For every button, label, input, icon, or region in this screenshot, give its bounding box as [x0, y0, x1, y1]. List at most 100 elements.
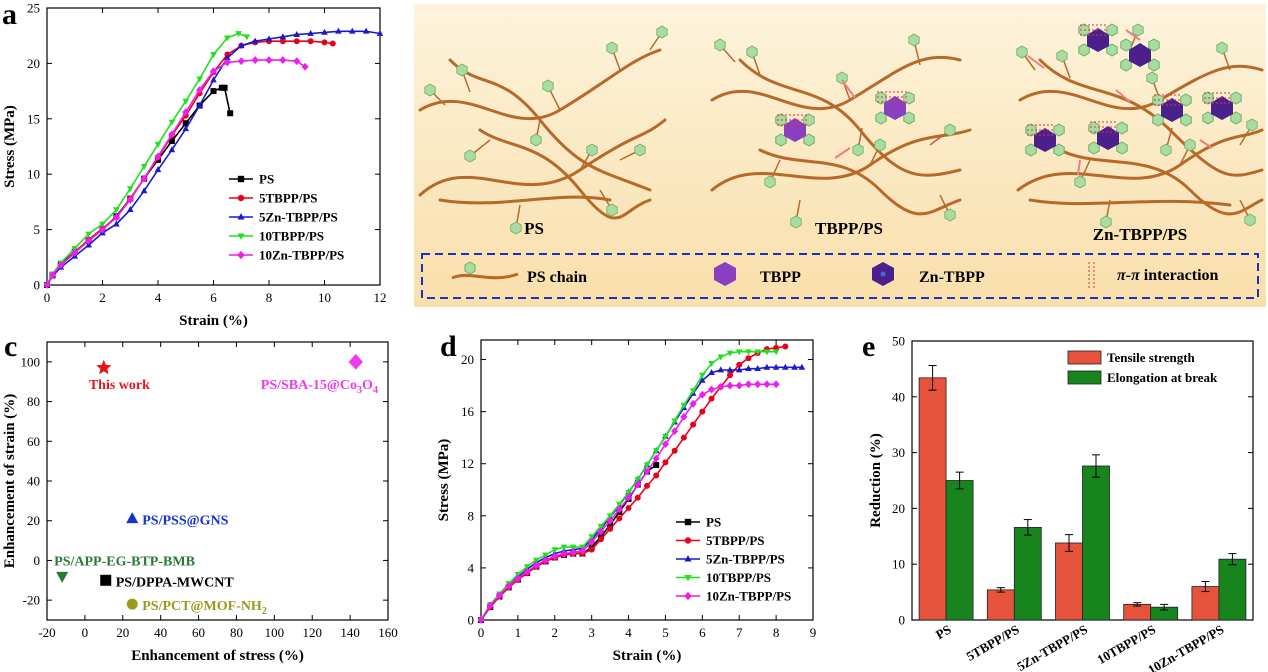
legend-phenyl-icon — [464, 261, 476, 275]
c-x-tick-label: 80 — [230, 625, 243, 640]
d-point-10zn-tbpp-ps — [744, 380, 753, 389]
pendant-phenyl-icon — [874, 138, 886, 152]
a-point-10tbpp-ps — [210, 52, 217, 59]
pendant-phenyl-icon — [1216, 41, 1228, 55]
d-point-5zn-tbpp-ps — [745, 365, 752, 372]
d-point-5zn-tbpp-ps — [726, 366, 734, 373]
legend-tbpp-label: TBPP — [760, 269, 801, 286]
e-bar-elongation-at-break-5tbpp-ps — [1013, 526, 1042, 621]
pendant-phenyl-icon — [456, 63, 468, 77]
a-point-10tbpp-ps — [182, 98, 190, 105]
e-y-tick-label: 40 — [892, 389, 905, 404]
d-point-5zn-tbpp-ps — [708, 368, 715, 375]
d-legend-text-5zn-tbpp-ps: 5Zn-TBPP/PS — [706, 552, 785, 567]
a-point-5zn-tbpp-ps — [307, 29, 314, 36]
a-point-10zn-tbpp-ps — [237, 57, 245, 66]
a-point-ps — [227, 110, 234, 117]
polymer-chain — [418, 48, 662, 121]
polymer-chain — [1028, 198, 1232, 207]
d-point-10zn-tbpp-ps — [569, 548, 577, 557]
d-point-5zn-tbpp-ps — [798, 363, 806, 370]
d-x-tick-label: 9 — [810, 625, 817, 640]
d-point-5tbpp-ps — [699, 408, 706, 415]
a-point-5zn-tbpp-ps — [140, 187, 148, 194]
panel-letter-e: e — [862, 330, 875, 363]
a-point-5zn-tbpp-ps — [362, 27, 370, 34]
migration-arrow — [1199, 139, 1213, 149]
d-point-10zn-tbpp-ps — [551, 552, 559, 561]
pendant-phenyl-icon — [1056, 49, 1068, 63]
a-point-5tbpp-ps — [307, 38, 314, 45]
a-point-5zn-tbpp-ps — [168, 146, 176, 153]
a-point-5zn-tbpp-ps — [182, 125, 190, 132]
migration-arrow — [834, 147, 851, 159]
schematic-label-ps: PS — [524, 219, 544, 238]
a-point-5zn-tbpp-ps — [210, 76, 217, 83]
a-legend-text-10zn-tbpp-ps: 10Zn-TBPP/PS — [259, 248, 344, 263]
d-line-ps — [480, 464, 657, 621]
pendant-phenyl-icon — [424, 83, 436, 97]
porphyrin-core-icon — [1161, 98, 1183, 122]
pendant-phenyl-icon — [1160, 143, 1172, 157]
d-point-5zn-tbpp-ps — [791, 363, 798, 370]
d-point-10zn-tbpp-ps — [597, 527, 605, 536]
panel-a-frame — [46, 7, 381, 286]
d-x-tick-label: 2 — [552, 625, 559, 640]
d-x-tick-label: 7 — [736, 625, 743, 640]
d-point-5tbpp-ps — [625, 505, 632, 511]
a-point-10zn-tbpp-ps — [168, 130, 176, 139]
a-x-tick-label: 12 — [374, 290, 387, 305]
d-point-5tbpp-ps — [708, 395, 715, 402]
pendant-phenyl-icon — [1246, 118, 1258, 132]
e-x-tick-label-ps: PS — [933, 622, 954, 643]
porphyrin-core-icon — [784, 118, 806, 142]
e-legend-swatch-tensile-strength — [1067, 350, 1102, 365]
d-point-10zn-tbpp-ps — [477, 616, 485, 624]
a-point-ps — [168, 137, 175, 144]
d-x-tick-label: 3 — [588, 625, 595, 640]
panel-e-chart: 0 10 20 30 40 50 Reduction (%) PS 5TBPP/PS5Zn-TB… — [868, 334, 1254, 672]
d-point-10tbpp-ps — [616, 501, 623, 508]
a-point-10zn-tbpp-ps — [71, 248, 79, 257]
d-x-tick-label: 6 — [699, 625, 706, 640]
d-y-tick-label: 16 — [461, 404, 475, 419]
a-x-axis-label: Strain (%) — [179, 313, 248, 329]
c-x-tick-label: 100 — [265, 625, 285, 640]
d-point-10tbpp-ps — [560, 544, 568, 551]
porphyrin-phenyl-icon — [1088, 121, 1100, 135]
schematic-label-tbpp-ps: TBPP/PS — [815, 219, 883, 238]
d-point-5tbpp-ps — [736, 361, 743, 368]
d-point-5zn-tbpp-ps — [699, 376, 706, 383]
a-x-tick-label: 4 — [155, 290, 162, 305]
pendant-phenyl-icon — [746, 45, 758, 59]
a-point-5zn-tbpp-ps — [237, 42, 245, 49]
porphyrin-phenyl-icon — [1230, 91, 1242, 105]
migration-arrow — [1077, 159, 1081, 176]
panel-a-chart: 0 2 4 6 8 10 12 0 5 10 15 20 25 Strain (%) Stress (MPa… — [2, 1, 387, 330]
a-legend-text-5tbpp-ps: 5TBPP/PS — [259, 191, 318, 206]
pendant-phenyl-icon — [764, 175, 776, 189]
d-point-10zn-tbpp-ps — [578, 547, 587, 555]
d-y-tick-label: 8 — [468, 508, 475, 523]
d-point-5tbpp-ps — [690, 421, 697, 428]
a-point-10zn-tbpp-ps — [85, 236, 93, 245]
pendant-phenyl-icon — [908, 33, 920, 47]
d-point-10zn-tbpp-ps — [707, 385, 716, 394]
a-point-10zn-tbpp-ps — [48, 271, 57, 279]
a-y-tick-label: 25 — [27, 1, 40, 16]
d-point-10zn-tbpp-ps — [698, 390, 706, 399]
d-point-10zn-tbpp-ps — [505, 582, 513, 591]
pendant-phenyl-icon — [656, 25, 668, 39]
e-x-tick-label-10zn-tbpp-ps: 10Zn-TBPP/PS — [1145, 622, 1226, 672]
d-point-10zn-tbpp-ps — [615, 505, 623, 514]
d-point-10tbpp-ps — [699, 372, 706, 379]
d-point-10zn-tbpp-ps — [560, 549, 568, 558]
c-y-tick-label: 40 — [27, 474, 40, 489]
pendant-phenyl-icon — [1100, 215, 1112, 229]
d-point-10tbpp-ps — [551, 547, 559, 554]
e-y-tick-label: 50 — [892, 334, 905, 349]
c-x-tick-label: 60 — [192, 625, 205, 640]
e-legend-text-elongation-at-break: Elongation at break — [1107, 370, 1218, 385]
d-point-5tbpp-ps — [616, 515, 623, 522]
